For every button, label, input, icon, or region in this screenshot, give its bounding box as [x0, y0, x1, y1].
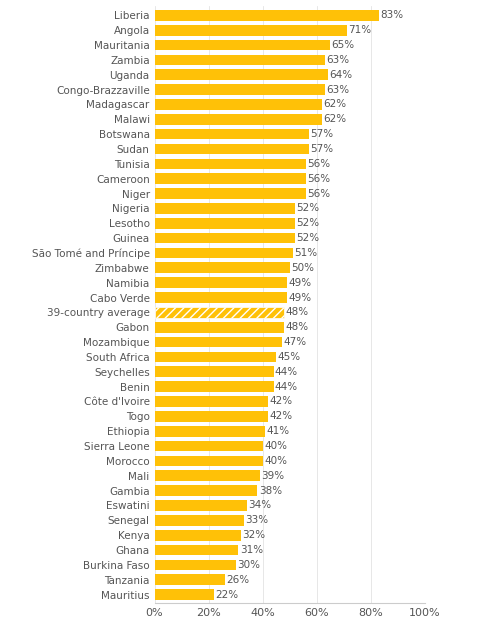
Bar — [155, 144, 309, 154]
Text: 65%: 65% — [332, 40, 355, 50]
Text: 39%: 39% — [261, 471, 284, 481]
Bar — [155, 544, 239, 555]
Text: 40%: 40% — [264, 441, 287, 451]
Text: 56%: 56% — [307, 159, 330, 169]
Bar — [155, 159, 306, 169]
Text: 31%: 31% — [240, 545, 263, 555]
Text: 64%: 64% — [329, 70, 352, 80]
Text: 52%: 52% — [297, 218, 320, 229]
Text: 62%: 62% — [324, 100, 347, 109]
Bar — [155, 277, 287, 288]
Text: 26%: 26% — [226, 575, 249, 585]
Bar — [155, 352, 276, 362]
Bar — [155, 99, 322, 110]
Text: 50%: 50% — [291, 263, 314, 273]
Bar — [155, 263, 290, 273]
Bar — [155, 367, 273, 377]
Bar — [155, 322, 284, 333]
Bar — [155, 381, 273, 392]
Bar — [155, 248, 293, 258]
Bar — [155, 471, 260, 481]
Text: 47%: 47% — [283, 337, 306, 347]
Text: 62%: 62% — [324, 114, 347, 125]
Text: 44%: 44% — [275, 381, 298, 392]
Bar — [155, 218, 295, 229]
Bar — [155, 10, 379, 21]
Text: 32%: 32% — [242, 530, 266, 540]
Bar — [155, 589, 214, 600]
Bar — [155, 560, 236, 570]
Text: 49%: 49% — [288, 293, 312, 302]
Text: 44%: 44% — [275, 367, 298, 377]
Bar — [155, 203, 295, 214]
Bar — [155, 440, 263, 451]
Bar — [155, 530, 241, 541]
Text: 83%: 83% — [381, 10, 403, 21]
Text: 71%: 71% — [348, 25, 371, 35]
Text: 56%: 56% — [307, 174, 330, 184]
Bar — [155, 500, 246, 511]
Bar — [155, 40, 330, 50]
Text: 41%: 41% — [267, 426, 290, 436]
Text: 45%: 45% — [278, 352, 301, 362]
Bar — [155, 84, 325, 95]
Text: 57%: 57% — [310, 129, 333, 139]
Text: 48%: 48% — [286, 308, 309, 317]
Text: 48%: 48% — [286, 322, 309, 332]
Text: 52%: 52% — [297, 204, 320, 213]
Text: 33%: 33% — [245, 516, 268, 525]
Bar — [155, 233, 295, 243]
Text: 40%: 40% — [264, 456, 287, 466]
Bar — [155, 129, 309, 139]
Bar — [155, 25, 347, 35]
Text: 63%: 63% — [327, 85, 349, 94]
Text: 56%: 56% — [307, 189, 330, 198]
Bar — [155, 485, 257, 496]
Bar — [155, 188, 306, 199]
Bar — [155, 292, 287, 303]
Bar — [155, 456, 263, 466]
Bar — [155, 575, 225, 585]
Bar — [155, 515, 244, 526]
Bar — [155, 55, 325, 65]
Bar — [155, 426, 266, 437]
Text: 57%: 57% — [310, 144, 333, 154]
Text: 51%: 51% — [294, 248, 317, 258]
Text: 30%: 30% — [237, 560, 260, 570]
Text: 22%: 22% — [215, 589, 239, 600]
Text: 63%: 63% — [327, 55, 349, 65]
Bar — [155, 396, 268, 407]
Bar — [155, 307, 284, 318]
Text: 42%: 42% — [270, 412, 293, 421]
Text: 52%: 52% — [297, 233, 320, 243]
Text: 34%: 34% — [248, 501, 271, 510]
Bar — [155, 69, 327, 80]
Text: 38%: 38% — [259, 485, 282, 496]
Text: 49%: 49% — [288, 278, 312, 288]
Bar — [155, 114, 322, 125]
Bar — [155, 173, 306, 184]
Bar — [155, 411, 268, 422]
Text: 42%: 42% — [270, 397, 293, 406]
Bar — [155, 337, 282, 347]
